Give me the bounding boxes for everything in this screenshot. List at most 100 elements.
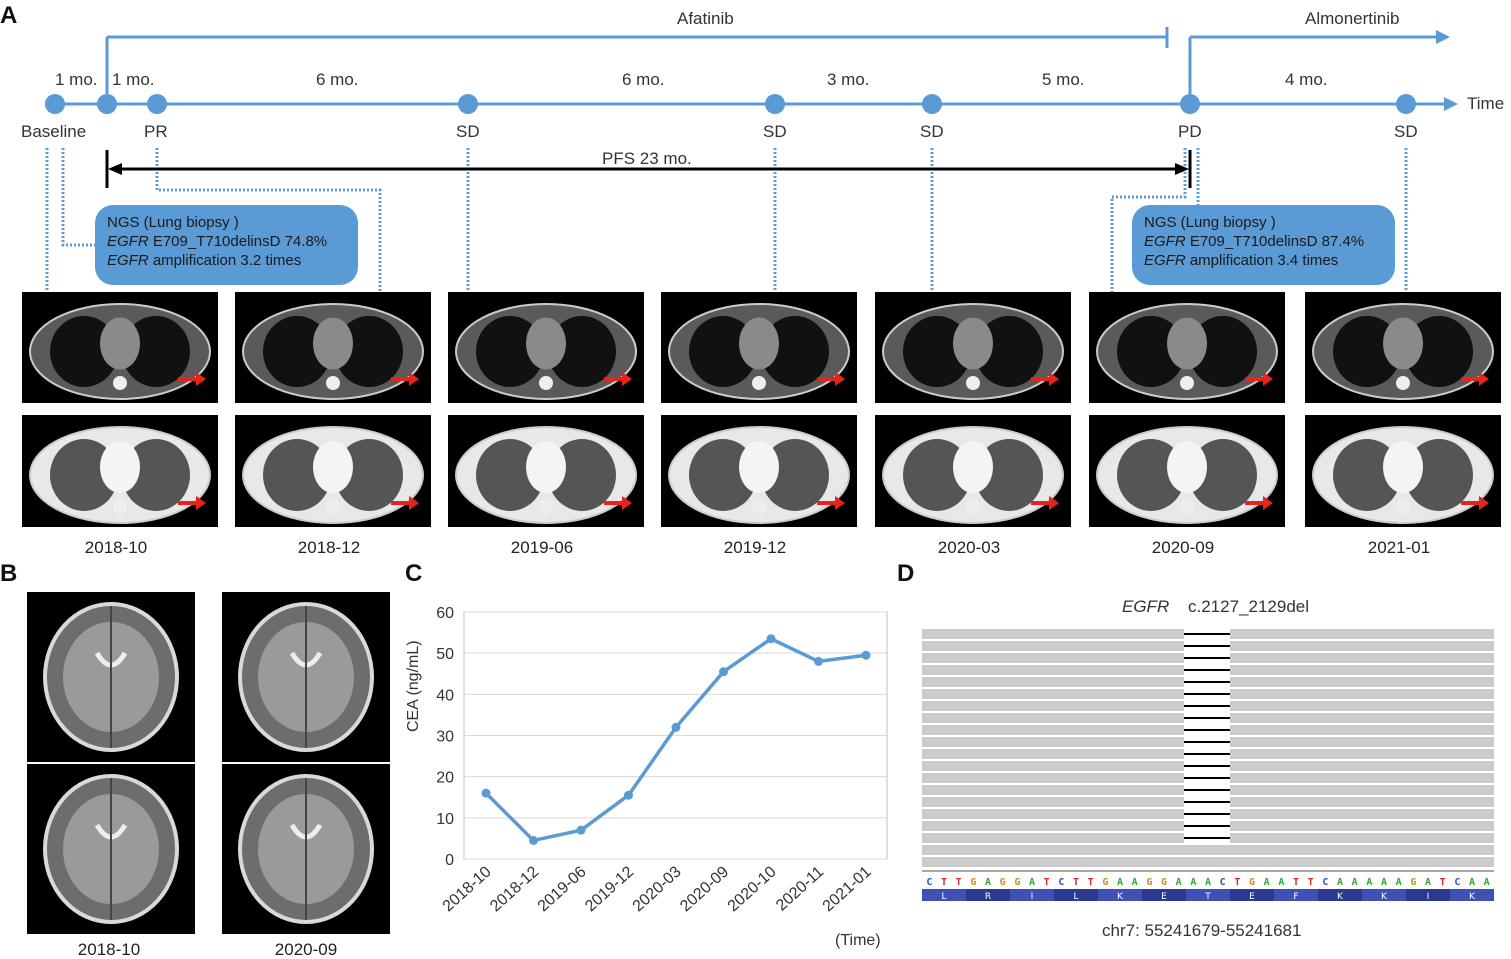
ngs-amplification-line: EGFR amplification 3.2 times bbox=[107, 251, 346, 270]
reference-base: A bbox=[985, 877, 991, 888]
ct-mediastinal-window-7 bbox=[1305, 292, 1501, 403]
read-segment bbox=[1230, 797, 1494, 807]
response-label-baseline: Baseline bbox=[21, 122, 87, 141]
ct-scan-image bbox=[1312, 426, 1494, 524]
response-label-pd: PD bbox=[1178, 122, 1202, 141]
reference-base: T bbox=[1234, 877, 1240, 888]
ct-scan-image bbox=[668, 303, 850, 400]
chart-data-point bbox=[861, 650, 871, 660]
lesion-arrow-icon bbox=[178, 496, 206, 510]
brain-mri-3 bbox=[27, 764, 195, 934]
reference-base: A bbox=[1278, 877, 1284, 888]
lesion-arrow-icon bbox=[391, 496, 419, 510]
reference-base: C bbox=[1220, 877, 1226, 888]
igv-locus-label: chr7: 55241679-55241681 bbox=[1102, 921, 1302, 940]
drug-afatinib-label: Afatinib bbox=[677, 9, 734, 28]
gene-name: EGFR bbox=[107, 233, 149, 250]
pfs-label: PFS 23 mo. bbox=[602, 149, 692, 168]
ct-lung-window-7 bbox=[1305, 415, 1501, 527]
read-segment bbox=[922, 701, 1184, 711]
chart-x-axis-label: (Time) bbox=[835, 932, 881, 949]
lesion-arrow-icon bbox=[178, 372, 206, 386]
read-segment bbox=[922, 773, 1184, 783]
amino-acid-label: T bbox=[1204, 892, 1211, 902]
read-segment bbox=[1230, 773, 1494, 783]
amino-acid-cell bbox=[1054, 889, 1098, 901]
reference-base: A bbox=[1190, 877, 1196, 888]
ct-scan-image bbox=[1312, 303, 1494, 400]
panel-label-a: A bbox=[0, 2, 18, 29]
reference-base: T bbox=[1073, 877, 1079, 888]
read-segment bbox=[922, 833, 1184, 843]
amplification-text: amplification 3.4 times bbox=[1185, 252, 1339, 269]
lesion-arrow-icon bbox=[604, 372, 632, 386]
chart-data-point bbox=[576, 825, 586, 835]
read-segment bbox=[1230, 857, 1494, 867]
read-segment bbox=[1230, 833, 1494, 843]
read-segment bbox=[1230, 689, 1494, 699]
read-segment bbox=[1230, 653, 1494, 663]
amino-acid-label: K bbox=[1117, 892, 1124, 902]
ct-scan-image bbox=[882, 303, 1064, 400]
drug-almonertinib-label: Almonertinib bbox=[1305, 9, 1400, 28]
read-segment bbox=[922, 641, 1184, 651]
reference-base: A bbox=[1029, 877, 1035, 888]
reference-base: C bbox=[1058, 877, 1064, 888]
read-segment bbox=[922, 845, 1184, 855]
chart-data-point bbox=[719, 667, 728, 677]
read-segment bbox=[922, 713, 1184, 723]
amino-acid-label: K bbox=[1469, 892, 1476, 902]
amino-acid-cell bbox=[1098, 889, 1142, 901]
ngs-amplification-line: EGFR amplification 3.4 times bbox=[1144, 251, 1383, 270]
ct-lung-window-6 bbox=[1089, 415, 1285, 527]
reference-base: A bbox=[1352, 877, 1358, 888]
ct-scan-image bbox=[455, 426, 637, 524]
panel-label-c: C bbox=[405, 560, 423, 587]
ct-scan-image bbox=[29, 426, 211, 524]
amino-acid-label: K bbox=[1381, 892, 1388, 902]
amino-acid-cell bbox=[1010, 889, 1054, 901]
amino-acid-label: E bbox=[1249, 892, 1255, 902]
reference-base: A bbox=[1381, 877, 1387, 888]
amino-acid-label: F bbox=[1293, 892, 1298, 902]
chart-data-point bbox=[624, 790, 633, 800]
reference-base: A bbox=[1132, 877, 1138, 888]
chart-data-point bbox=[766, 634, 776, 644]
ngs-result-box-baseline: NGS (Lung biopsy ) EGFR E709_T710delinsD… bbox=[95, 205, 358, 285]
amino-acid-cell bbox=[1450, 889, 1494, 901]
lesion-arrow-icon bbox=[1245, 496, 1273, 510]
ct-mediastinal-window-5 bbox=[875, 292, 1071, 403]
interval-label-1: 1 mo. bbox=[55, 70, 98, 89]
lesion-arrow-icon bbox=[817, 372, 845, 386]
reference-base: A bbox=[1337, 877, 1343, 888]
timepoint-sd-3 bbox=[922, 94, 942, 114]
read-segment bbox=[922, 725, 1184, 735]
amplification-text: amplification 3.2 times bbox=[148, 252, 302, 269]
interval-label-4: 6 mo. bbox=[622, 70, 665, 89]
lesion-arrow-icon bbox=[1461, 372, 1489, 386]
reference-base: C bbox=[1454, 877, 1460, 888]
chart-data-point bbox=[814, 656, 823, 666]
reference-base: A bbox=[1484, 877, 1490, 888]
gene-name: EGFR bbox=[1144, 233, 1186, 250]
interval-label-7: 4 mo. bbox=[1285, 70, 1328, 89]
read-segment bbox=[1230, 677, 1494, 687]
timepoint-sd-1 bbox=[458, 94, 478, 114]
reference-base: A bbox=[1425, 877, 1431, 888]
interval-label-6: 5 mo. bbox=[1042, 70, 1085, 89]
read-segment bbox=[922, 677, 1184, 687]
ct-lung-window-3 bbox=[448, 415, 644, 527]
amino-acid-label: R bbox=[985, 892, 991, 902]
ct-mediastinal-window-1 bbox=[22, 292, 218, 403]
ngs-result-box-progression: NGS (Lung biopsy ) EGFR E709_T710delinsD… bbox=[1132, 205, 1395, 285]
read-segment bbox=[1230, 737, 1494, 747]
ct-lung-window-1 bbox=[22, 415, 218, 527]
read-segment bbox=[922, 821, 1184, 831]
timepoint-sd-2 bbox=[765, 94, 785, 114]
response-label-sd-4: SD bbox=[1394, 122, 1418, 141]
ct-scan-image bbox=[242, 303, 424, 400]
amino-acid-cell bbox=[922, 889, 966, 901]
reference-base: C bbox=[926, 877, 932, 888]
lesion-arrow-icon bbox=[604, 496, 632, 510]
